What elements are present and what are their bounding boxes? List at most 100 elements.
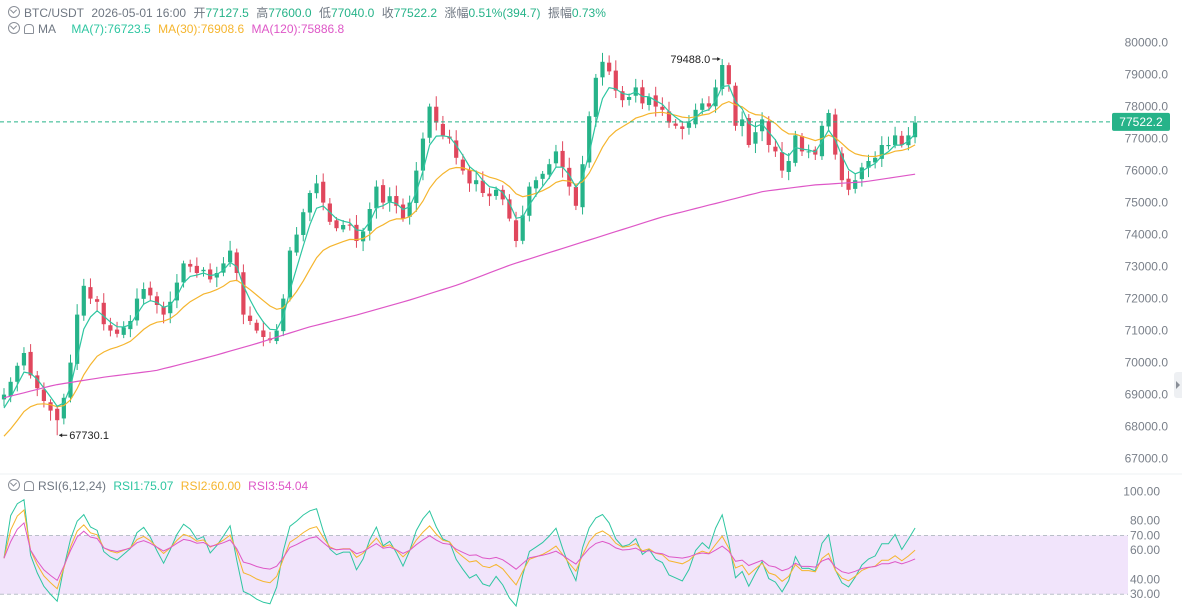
candle-body <box>487 193 492 197</box>
candle-body <box>786 161 791 172</box>
candle-body <box>740 119 745 127</box>
candle-body <box>853 180 858 189</box>
close-value: 77522.2 <box>393 6 438 20</box>
price-axis-tick: 74000.0 <box>1125 228 1169 242</box>
candle-body <box>341 225 346 230</box>
candle-body <box>660 106 665 110</box>
collapse-icon[interactable] <box>8 479 20 491</box>
candle-body <box>334 220 339 229</box>
open-label: 开 <box>193 6 206 20</box>
candle-body <box>460 159 465 171</box>
candle-body <box>55 408 60 421</box>
candle-body <box>48 402 53 411</box>
candle-body <box>1 394 7 400</box>
candle-body <box>440 123 445 136</box>
candle-body <box>361 231 366 242</box>
price-axis-tick: 69000.0 <box>1125 388 1169 402</box>
collapse-icon[interactable] <box>8 22 20 34</box>
ma7-line <box>3 84 916 409</box>
candle-body <box>879 145 884 159</box>
candle-body <box>474 180 479 185</box>
candle-body <box>75 314 80 364</box>
candle-body <box>846 178 851 190</box>
rsi-axis-tick: 100.00 <box>1123 484 1160 498</box>
candle-body <box>15 365 20 382</box>
candle-body <box>560 150 565 168</box>
candle-body <box>580 164 585 208</box>
candle-body <box>188 263 193 267</box>
candle-body <box>553 151 559 164</box>
candle-body <box>414 170 419 204</box>
candle-body <box>826 113 831 127</box>
candle-body <box>214 273 219 278</box>
candle-body <box>680 126 685 129</box>
candle-body <box>434 106 439 123</box>
candle-body <box>706 103 711 107</box>
price-axis-tick: 73000.0 <box>1125 260 1169 274</box>
ohlc-header: BTC/USDT 2026-05-01 16:00 开77127.5 高7760… <box>8 4 610 21</box>
candle-body <box>161 306 166 315</box>
candle-body <box>88 287 93 299</box>
rsi3-legend: RSI3:54.04 <box>248 479 309 493</box>
alert-icon[interactable] <box>24 481 34 491</box>
min-price-annotation: 67730.1 <box>69 430 109 442</box>
candle-body <box>247 315 253 321</box>
candle-body <box>839 153 844 181</box>
candle-body <box>101 302 106 325</box>
candle-body <box>148 287 153 296</box>
candle-body <box>906 135 911 146</box>
candle-body <box>613 70 618 91</box>
candle-body <box>886 145 891 147</box>
candle-body <box>407 202 412 217</box>
min-arrow-head <box>59 433 63 438</box>
candle-body <box>773 146 778 152</box>
candle-body <box>95 299 100 302</box>
rsi-legend: RSI(6,12,24) RSI1:75.07 RSI2:60.00 RSI3:… <box>8 479 312 493</box>
candle-body <box>799 136 805 152</box>
candle-body <box>234 252 239 273</box>
ma30-legend: MA(30):76908.6 <box>158 22 245 36</box>
price-axis-tick: 76000.0 <box>1125 164 1169 178</box>
candle-body <box>400 204 406 219</box>
candle-body <box>540 173 545 179</box>
rsi-band <box>0 535 1128 595</box>
price-axis-tick: 68000.0 <box>1125 420 1169 434</box>
rsi-label: RSI(6,12,24) <box>38 479 107 493</box>
ma120-line <box>3 173 916 399</box>
candle-body <box>520 215 525 241</box>
candle-body <box>168 301 173 314</box>
candle-body <box>114 329 120 334</box>
candle-body <box>713 87 718 107</box>
candle-body <box>627 97 632 100</box>
candle-body <box>68 362 73 398</box>
candle-body <box>254 322 259 331</box>
low-value: 77040.0 <box>330 6 375 20</box>
candle-body <box>380 185 386 203</box>
candle-body <box>640 87 645 104</box>
candle-body <box>367 209 372 231</box>
price-axis-tick: 72000.0 <box>1125 292 1169 306</box>
high-label: 高 <box>256 6 269 20</box>
collapse-icon[interactable] <box>8 6 20 18</box>
alert-icon[interactable] <box>24 24 34 34</box>
candle-body <box>121 327 126 335</box>
expand-panel-handle[interactable] <box>1174 372 1182 398</box>
candle-body <box>620 91 625 101</box>
candle-body <box>893 135 898 146</box>
candle-body <box>81 285 86 316</box>
max-price-annotation: 79488.0 <box>670 54 710 66</box>
candle-body <box>307 193 312 213</box>
candle-body <box>527 186 532 216</box>
candle-body <box>726 65 731 85</box>
candle-body <box>228 250 233 263</box>
candle-body <box>600 61 605 78</box>
rsi-axis-tick: 80.00 <box>1130 514 1160 528</box>
candle-body <box>108 325 113 331</box>
candle-body <box>154 296 160 305</box>
candle-body <box>28 351 33 376</box>
candle-body <box>760 119 765 132</box>
candle-body <box>321 181 326 203</box>
close-label: 收 <box>381 6 394 20</box>
ma7-legend: MA(7):76723.5 <box>71 22 151 36</box>
